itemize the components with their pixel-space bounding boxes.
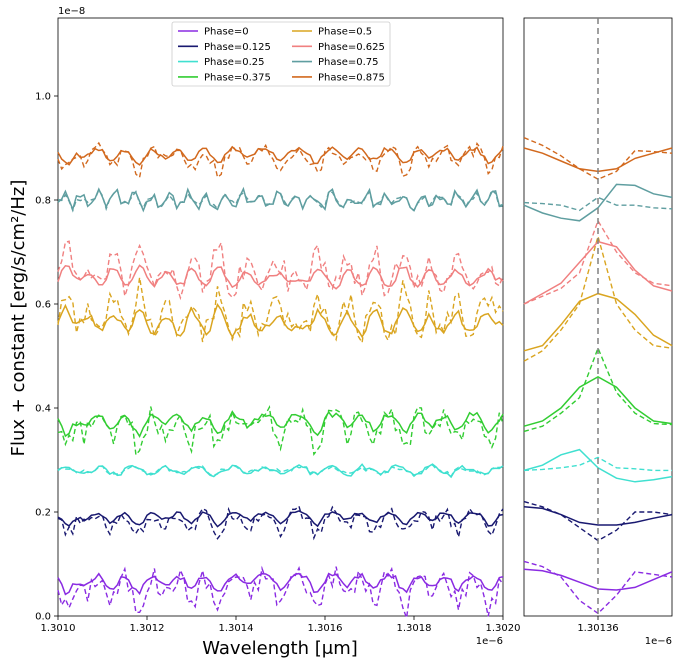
- legend-label: Phase=0.125: [204, 42, 271, 53]
- y-tick-label: 0.4: [35, 404, 51, 415]
- legend: Phase=0 Phase=0.125 Phase=0.25 Phase=0.375 P…: [171, 21, 391, 87]
- legend-label: Phase=0.25: [204, 57, 265, 68]
- y-tick-label: 0.0: [35, 612, 51, 623]
- series-line-solid: [57, 572, 504, 596]
- series-line-solid: [57, 410, 504, 439]
- legend-box: [171, 21, 391, 87]
- x-tick-label: 1.3012: [130, 623, 165, 634]
- left-x-ticks: 1.3010 1.3012 1.3014 1.3016 1.3018 1.3020: [41, 616, 521, 634]
- legend-label: Phase=0.5: [318, 27, 372, 38]
- series-line-dashed: [57, 141, 504, 179]
- series-line-solid: [57, 510, 504, 528]
- right-plot-area: [523, 17, 673, 617]
- right-x-exponent-label: 1e−6: [645, 636, 672, 647]
- series-line-solid: [57, 186, 504, 213]
- x-tick-label: 1.3016: [308, 623, 343, 634]
- x-tick-label: 1.3018: [397, 623, 432, 634]
- series-line-dashed: [57, 277, 504, 345]
- y-tick-label: 0.6: [35, 300, 51, 311]
- y-tick-label: 0.8: [35, 196, 51, 207]
- legend-label: Phase=0.75: [318, 57, 379, 68]
- y-tick-label: 0.2: [35, 508, 51, 519]
- right-x-ticks: 1.30136: [577, 616, 619, 634]
- x-tick-label: 1.3010: [41, 623, 76, 634]
- y-tick-label: 1.0: [35, 92, 51, 103]
- x-tick-label: 1.3014: [219, 623, 254, 634]
- legend-label: Phase=0.375: [204, 72, 271, 83]
- right-x-tick-label: 1.30136: [577, 623, 618, 634]
- left-series-group: [57, 141, 504, 619]
- series-line-solid: [57, 463, 504, 479]
- series-line-dashed: [57, 505, 504, 541]
- zoom-series-line-dashed: [523, 456, 672, 472]
- zoom-series-line-solid: [523, 448, 673, 483]
- legend-label: Phase=0.625: [318, 42, 385, 53]
- zoom-series-line-solid: [523, 183, 673, 222]
- series-line-dashed: [57, 405, 504, 457]
- zoom-series-line-dashed: [523, 219, 673, 305]
- legend-label: Phase=0: [204, 27, 249, 38]
- series-line-solid: [57, 302, 504, 339]
- zoom-series-line-solid: [523, 375, 673, 427]
- zoom-series-line-solid: [523, 506, 673, 526]
- y-axis-label: Flux + constant [erg/s/cm²/Hz]: [8, 180, 29, 457]
- series-line-dashed: [57, 565, 504, 619]
- series-line-solid: [57, 145, 504, 166]
- x-axis-label: Wavelength [μm]: [202, 638, 358, 659]
- series-line-solid: [57, 264, 504, 290]
- zoom-series-line-dashed: [523, 196, 673, 212]
- zoom-series-line-dashed: [523, 136, 673, 180]
- zoom-series-line-dashed: [523, 346, 673, 433]
- x-tick-label: 1.3020: [486, 623, 521, 634]
- right-panel: 1.30136 1e−6: [523, 17, 673, 647]
- left-x-exponent-label: 1e−6: [476, 636, 503, 647]
- y-exponent-label: 1e−8: [58, 6, 85, 17]
- left-y-ticks: 0.0 0.2 0.4 0.6 0.8 1.0: [35, 92, 58, 623]
- legend-label: Phase=0.875: [318, 72, 385, 83]
- left-panel: 1.3010 1.3012 1.3014 1.3016 1.3018 1.3020 0.0…: [8, 6, 521, 659]
